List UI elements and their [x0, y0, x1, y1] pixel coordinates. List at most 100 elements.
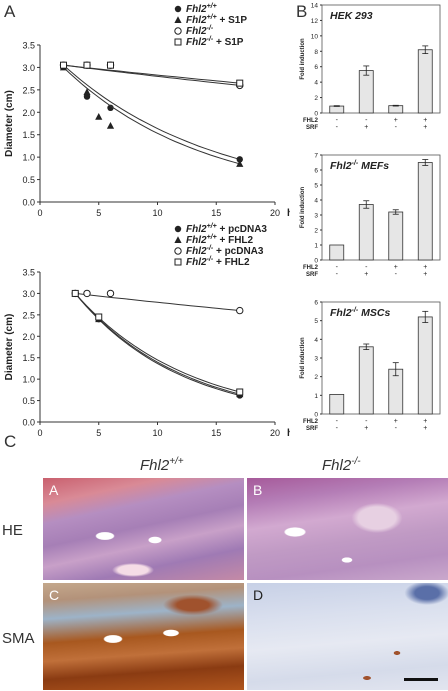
y-tick-label: 12	[311, 18, 319, 25]
fhl2-sign: +	[394, 117, 398, 124]
data-point	[106, 121, 115, 129]
panel-b-bar-charts: 0 2 4 6 8 10 12 14 Fold induction HEK 293- - - + + - + +…	[296, 0, 448, 435]
y-tick-label: 5	[314, 183, 318, 190]
y-tick-label: 2.5	[22, 310, 35, 320]
y-axis-label: Diameter (cm)	[4, 314, 15, 381]
chart-title: HEK 293	[330, 10, 373, 22]
fit-curve	[75, 292, 240, 312]
row-label-sma: SMA	[2, 630, 35, 647]
y-tick-label: 0.5	[22, 396, 35, 406]
y-tick-label: 0.5	[22, 175, 35, 185]
x-tick-label: 20	[270, 208, 280, 218]
legend-marker	[174, 247, 182, 255]
bar	[417, 316, 433, 415]
legend-marker	[174, 5, 182, 13]
y-tick-label: 3	[314, 213, 318, 220]
y-tick-label: 14	[311, 3, 319, 10]
legend-label: Fhl2+/+ + pcDNA3	[186, 223, 267, 235]
y-tick-label: 3.5	[22, 41, 35, 51]
data-point	[236, 160, 244, 167]
fit-curve	[63, 64, 240, 160]
y-tick-label: 1.0	[22, 375, 35, 385]
bar	[388, 105, 404, 114]
bar	[417, 162, 433, 261]
data-point	[95, 313, 103, 321]
panel-a-plots: 3.53.02.52.01.51.00.50.005101520hDiamete…	[4, 3, 290, 439]
image-tag-b: B	[253, 482, 263, 498]
legend-marker	[174, 16, 182, 23]
x-tick-label: 15	[211, 428, 221, 438]
column-label-knockout: Fhl2-/-	[322, 456, 361, 474]
y-tick-label: 3.0	[22, 289, 35, 299]
fhl2-sign: +	[423, 418, 427, 425]
histology-sma-knockout: D	[247, 583, 448, 690]
legend-marker	[174, 38, 182, 46]
legend-marker	[174, 258, 182, 266]
data-point	[95, 112, 103, 120]
bar	[388, 211, 404, 261]
fit-curve	[74, 293, 240, 395]
y-tick-label: 1.5	[22, 353, 35, 363]
data-point	[106, 289, 115, 298]
srf-sign: +	[423, 425, 427, 430]
diameter-plot-2: 3.5 3.0 2.5 2.0 1.5 1.0 0.5 0.00 5 10 15 20 h Diamete…	[4, 223, 290, 439]
y-tick-label: 4	[314, 198, 318, 205]
row-label-srf: SRF	[306, 272, 318, 278]
histology-he-wildtype: A	[43, 478, 244, 580]
histology-sma-wildtype: C	[43, 583, 244, 690]
x-tick-label: 5	[96, 428, 101, 438]
histology-he-knockout: B	[247, 478, 448, 580]
srf-sign: +	[423, 271, 427, 278]
y-tick-label: 3.5	[22, 268, 35, 278]
data-point	[236, 156, 243, 163]
data-point	[107, 61, 114, 69]
bar	[329, 105, 345, 114]
fhl2-sign: -	[365, 418, 368, 425]
y-tick-label: 2	[314, 95, 318, 102]
panel-label-c: C	[4, 432, 17, 451]
y-tick-label: 1	[314, 393, 318, 400]
fhl2-sign: -	[336, 117, 339, 124]
row-label-fhl2: FHL2	[303, 118, 319, 124]
bar	[358, 70, 374, 114]
legend-marker	[174, 225, 182, 233]
chart-title: Fhl2-/- MSCs	[330, 307, 390, 319]
row-label-fhl2: FHL2	[303, 265, 319, 271]
fit-curve	[63, 67, 240, 165]
fhl2-sign: -	[336, 264, 339, 271]
fit-curve	[63, 64, 240, 84]
fhl2-sign: +	[394, 264, 398, 271]
data-point	[107, 104, 114, 112]
legend-label: Fhl2-/- + FHL2	[186, 256, 250, 268]
y-tick-label: 2.5	[22, 85, 35, 95]
srf-sign: -	[336, 124, 339, 131]
srf-sign: +	[423, 124, 427, 131]
x-tick-label: 0	[37, 428, 42, 438]
fhl2-sign: +	[423, 117, 427, 124]
y-tick-label: 1.5	[22, 130, 35, 140]
data-point	[236, 388, 244, 396]
y-tick-label: 10	[311, 33, 319, 40]
legend-label: Fhl2+/+ + FHL2	[186, 234, 254, 246]
chart-frame	[321, 4, 441, 114]
data-point	[83, 289, 91, 298]
data-point	[83, 61, 91, 69]
y-tick-label: 4	[314, 80, 318, 87]
y-tick-label: 4	[314, 337, 318, 344]
fhl2-sign: -	[336, 418, 339, 425]
y-tick-label: 0.0	[22, 198, 35, 208]
bar	[358, 346, 374, 415]
panel-label-a: A	[4, 2, 16, 21]
image-tag-c: C	[49, 587, 60, 603]
y-axis-label: Fold induction	[300, 337, 306, 379]
srf-sign: +	[364, 271, 368, 278]
legend-marker	[174, 236, 182, 243]
row-label-srf: SRF	[306, 125, 318, 131]
x-tick-label: 10	[152, 208, 162, 218]
y-tick-label: 0	[314, 412, 318, 419]
fhl2-sign: +	[423, 264, 427, 271]
legend-label: Fhl2-/- + S1P	[186, 36, 244, 48]
y-tick-label: 7	[314, 153, 318, 160]
